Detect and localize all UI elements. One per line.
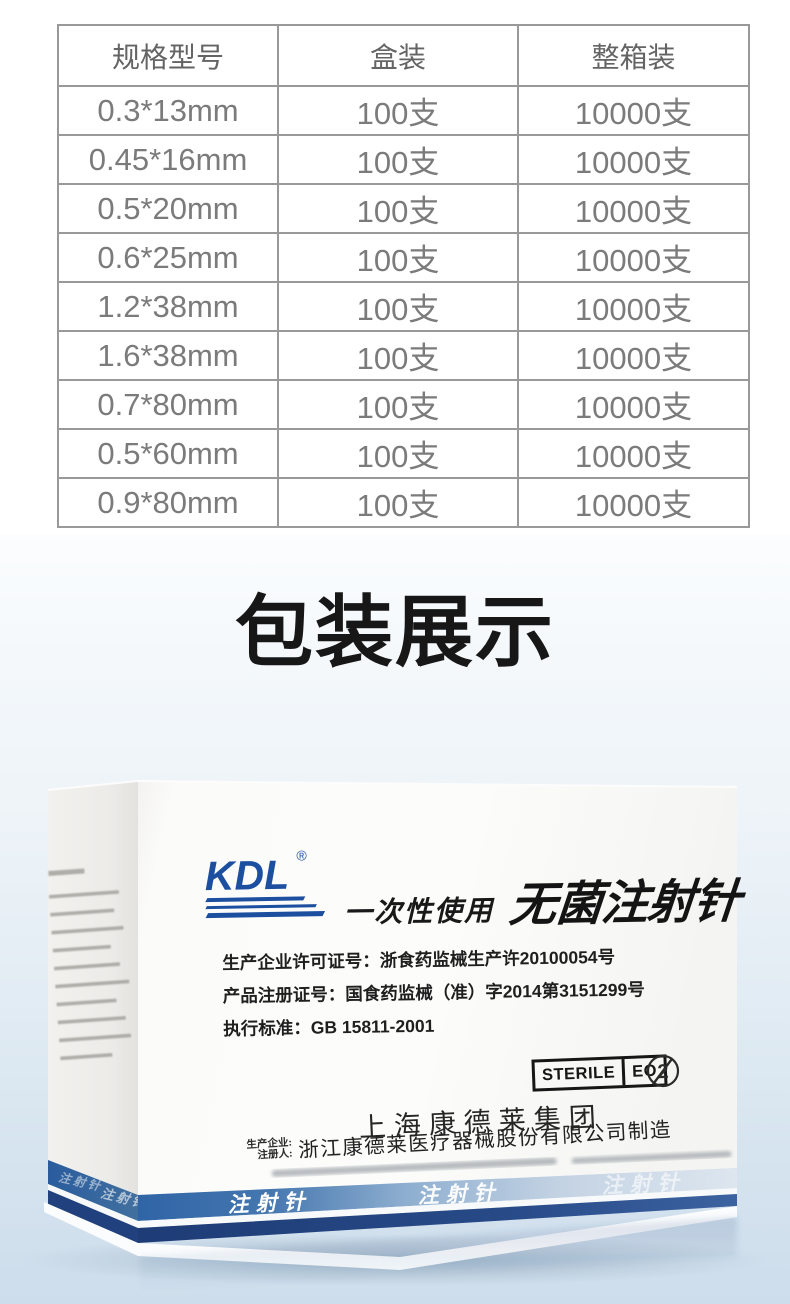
- standard-line: 执行标准：GB 15811-2001: [223, 1015, 435, 1039]
- cell-case: 10000支: [517, 428, 750, 479]
- table-row: 0.45*16mm 100支 10000支: [57, 134, 750, 185]
- cell-case: 10000支: [517, 232, 750, 283]
- brand-logo: KDL ®: [204, 847, 335, 919]
- cell-case: 10000支: [517, 183, 750, 234]
- cell-spec: 0.5*20mm: [57, 183, 279, 234]
- manufacturer-label: 生产企业: 注册人:: [246, 1137, 293, 1162]
- box-front-strip: [138, 1188, 737, 1228]
- brand-logo-text: KDL ®: [204, 847, 307, 900]
- cell-box: 100支: [277, 85, 519, 136]
- front-fineprint-blur: [271, 1151, 732, 1177]
- box-top-edge: [47, 779, 738, 791]
- box-front-face: [138, 781, 737, 1195]
- cell-box: 100支: [277, 330, 519, 381]
- cell-spec: 0.3*13mm: [57, 85, 279, 136]
- usage-prefix-label: 一次性使用: [343, 894, 495, 929]
- box-left-band: [48, 1160, 138, 1221]
- packaging-section-title: 包装展示: [234, 588, 555, 676]
- table-row: 0.9*80mm 100支 10000支: [57, 477, 750, 528]
- cell-spec: 0.7*80mm: [57, 379, 279, 430]
- table-header-row: 规格型号 盒装 整箱装: [57, 24, 750, 87]
- box-reflection: [140, 1217, 737, 1290]
- cell-case: 10000支: [517, 281, 750, 332]
- side-panel-fineprint-lines: [48, 868, 132, 1061]
- license-line: 产品注册证号：国食药监械（准）字2014第3151299号: [222, 979, 645, 1006]
- cell-case: 10000支: [517, 85, 750, 136]
- cell-spec: 0.9*80mm: [57, 477, 279, 528]
- cell-box: 100支: [277, 477, 519, 528]
- table-row: 0.5*60mm 100支 10000支: [57, 428, 750, 479]
- box-front-band: [138, 1168, 737, 1221]
- cell-box: 100支: [277, 281, 519, 332]
- cell-box: 100支: [277, 428, 519, 479]
- cell-spec: 1.2*38mm: [57, 281, 279, 332]
- table-row: 1.6*38mm 100支 10000支: [57, 330, 750, 381]
- box-front-navy-edge: [138, 1194, 737, 1243]
- table-row: 0.6*25mm 100支 10000支: [57, 232, 750, 283]
- brand-logo-stripes: [205, 896, 335, 919]
- table-row: 0.7*80mm 100支 10000支: [57, 379, 750, 430]
- box-left-strip: [48, 1184, 138, 1228]
- cell-case: 10000支: [517, 379, 750, 430]
- cell-case: 10000支: [517, 330, 750, 381]
- col-header-case: 整箱装: [517, 24, 750, 87]
- col-header-spec: 规格型号: [57, 24, 279, 87]
- box-left-face: [48, 781, 138, 1195]
- table-row: 1.2*38mm 100支 10000支: [57, 281, 750, 332]
- box-left-navy-edge: [48, 1190, 138, 1243]
- cell-box: 100支: [277, 379, 519, 430]
- license-block: 生产企业许可证号：浙食药监械生产许20100054号 产品注册证号：国食药监械（…: [222, 940, 654, 1046]
- cell-case: 10000支: [517, 134, 750, 185]
- sterile-label: STERILE: [541, 1063, 616, 1085]
- cell-box: 100支: [277, 183, 519, 234]
- col-header-box: 盒装: [277, 24, 519, 87]
- product-box-illustration: 注射针 注射针 注射针 注射针 注射针: [20, 779, 770, 1290]
- cell-box: 100支: [277, 232, 519, 283]
- product-name-label: 无菌注射针: [507, 873, 742, 932]
- cell-box: 100支: [277, 134, 519, 185]
- cell-case: 10000支: [517, 477, 750, 528]
- cell-spec: 0.6*25mm: [57, 232, 279, 283]
- cell-spec: 1.6*38mm: [57, 330, 279, 381]
- cell-spec: 0.5*60mm: [57, 428, 279, 479]
- table-row: 0.5*20mm 100支 10000支: [57, 183, 750, 234]
- registered-trademark-mark: ®: [296, 847, 307, 864]
- do-not-reuse-icon: 2: [646, 1054, 680, 1088]
- spec-table: 规格型号 盒装 整箱装 0.3*13mm 100支 10000支 0.45*16…: [57, 24, 750, 528]
- packaging-photo: 注射针 注射针 注射针 注射针 注射针: [0, 740, 790, 1304]
- spec-table-section: 规格型号 盒装 整箱装 0.3*13mm 100支 10000支 0.45*16…: [57, 24, 750, 528]
- cell-spec: 0.45*16mm: [57, 134, 279, 185]
- table-row: 0.3*13mm 100支 10000支: [57, 85, 750, 136]
